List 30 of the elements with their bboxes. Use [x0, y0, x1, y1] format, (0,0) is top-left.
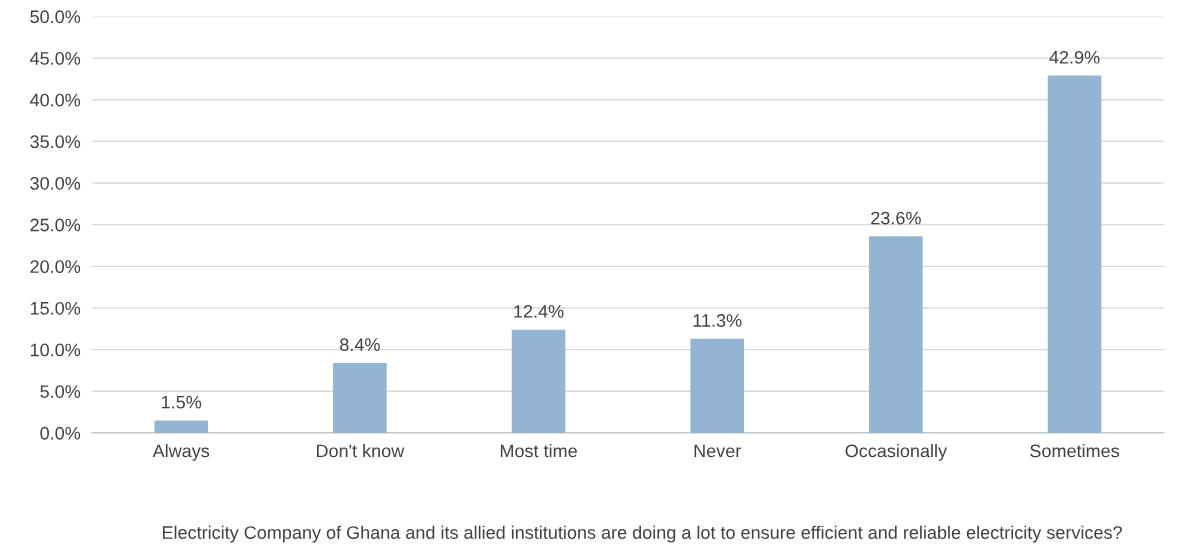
bar — [154, 420, 209, 433]
x-tick-label: Always — [152, 444, 210, 461]
bar — [869, 236, 923, 433]
data-label: 42.9% — [1049, 50, 1100, 64]
y-tick-label: 15.0% — [30, 301, 81, 315]
y-tick-label: 25.0% — [30, 218, 81, 232]
x-tick-label: Most time — [500, 444, 577, 458]
y-tick-label: 45.0% — [29, 52, 81, 65]
bar — [1047, 75, 1102, 433]
y-tick-label: 35.0% — [30, 135, 81, 149]
y-tick-label: 10.0% — [30, 343, 81, 357]
x-tick-label: Occasionally — [845, 444, 948, 461]
x-tick-label: Don't know — [316, 444, 405, 458]
data-label: 8.4% — [340, 338, 380, 352]
data-label: 23.6% — [871, 211, 921, 225]
x-tick-label: Sometimes — [1030, 444, 1120, 458]
y-tick-label: 50.0% — [30, 10, 81, 24]
bar — [690, 338, 745, 433]
bar — [333, 362, 387, 433]
y-tick-label: 30.0% — [30, 176, 81, 190]
x-axis-title: Electricity Company of Ghana and its allied institutions are doing a lot to ensure efficient and reliable electricity services? — [162, 525, 1122, 543]
y-tick-label: 0.0% — [40, 426, 81, 440]
bar — [511, 329, 566, 433]
y-tick-label: 20.0% — [30, 260, 81, 274]
data-label: 11.3% — [693, 314, 742, 327]
data-label: 1.5% — [162, 395, 202, 409]
data-label: 12.4% — [514, 304, 564, 318]
y-tick-label: 40.0% — [29, 93, 81, 107]
y-tick-label: 5.0% — [40, 385, 81, 398]
x-tick-label: Never — [694, 444, 741, 458]
